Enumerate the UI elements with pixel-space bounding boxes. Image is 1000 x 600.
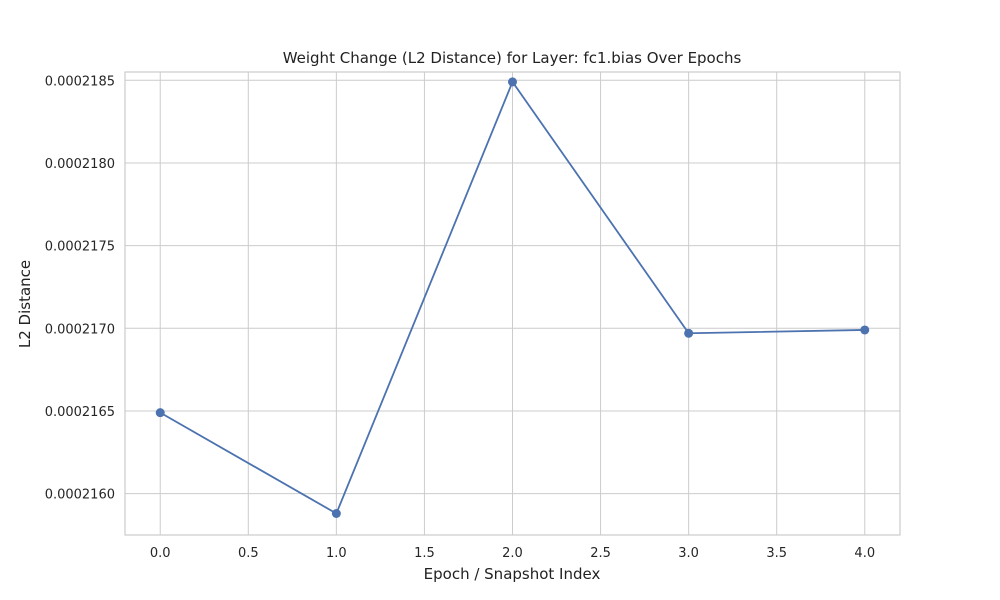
x-tick-label: 3.0 <box>678 546 699 561</box>
x-tick-label: 1.5 <box>414 546 435 561</box>
data-point <box>155 408 165 418</box>
y-tick-label: 0.0002165 <box>45 405 115 420</box>
x-tick-label: 0.0 <box>150 546 171 561</box>
y-tick-label: 0.0002175 <box>45 240 115 255</box>
x-tick-label: 4.0 <box>854 546 875 561</box>
x-axis-ticks: 0.0 0.5 1.0 1.5 2.0 2.5 3.0 3.5 4.0 <box>150 546 875 561</box>
y-tick-label: 0.0002180 <box>45 157 115 172</box>
y-tick-label: 0.0002160 <box>45 488 115 503</box>
data-point <box>508 77 517 87</box>
x-tick-label: 2.0 <box>502 546 523 561</box>
data-point <box>684 328 694 338</box>
plot-frame <box>124 71 901 536</box>
y-axis-label: L2 Distance <box>16 260 34 348</box>
series-layer <box>155 77 870 519</box>
x-tick-label: 0.5 <box>238 546 259 561</box>
data-point <box>331 509 341 519</box>
grid <box>125 72 900 535</box>
y-axis-ticks: 0.0002160 0.0002165 0.0002170 0.0002175 0.00… <box>45 74 115 502</box>
x-tick-label: 3.5 <box>766 546 787 561</box>
data-point <box>860 325 870 335</box>
x-tick-label: 2.5 <box>590 546 611 561</box>
chart-title: Weight Change (L2 Distance) for Layer: f… <box>283 49 742 67</box>
y-tick-label: 0.0002185 <box>45 74 115 89</box>
x-tick-label: 1.0 <box>326 546 347 561</box>
y-tick-label: 0.0002170 <box>45 322 115 337</box>
x-axis-label: Epoch / Snapshot Index <box>424 565 601 583</box>
